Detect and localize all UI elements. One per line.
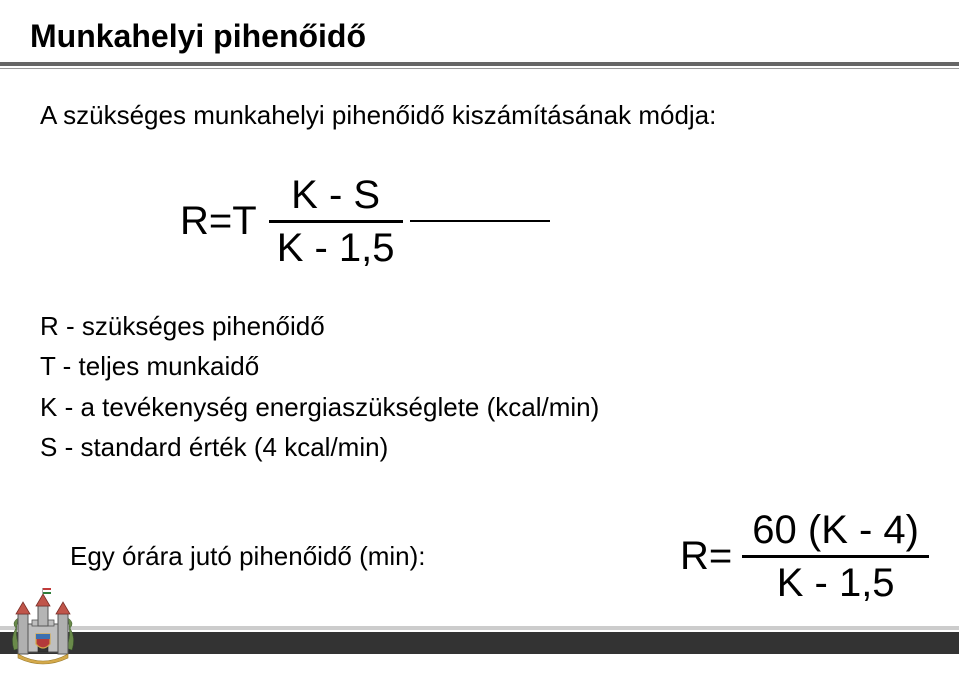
footer-bar (0, 622, 959, 658)
formula-final: R= 60 (K - 4) K - 1,5 (680, 505, 929, 608)
formula-main-fraction: K - S K - 1,5 (269, 170, 403, 273)
page-title: Munkahelyi pihenőidő (30, 18, 366, 55)
definition-item: S - standard érték (4 kcal/min) (40, 427, 599, 467)
fraction-bar-extension (410, 220, 550, 222)
definition-item: R - szükséges pihenőidő (40, 306, 599, 346)
final-label: Egy órára jutó pihenőidő (min): (70, 541, 426, 572)
formula-final-denominator: K - 1,5 (767, 558, 905, 608)
formula-final-left: R= (680, 534, 732, 579)
formula-final-numerator: 60 (K - 4) (742, 505, 929, 555)
definition-item: K - a tevékenység energiaszükséglete (kc… (40, 387, 599, 427)
title-underline (0, 62, 959, 74)
definition-item: T - teljes munkaidő (40, 346, 599, 386)
formula-main-numerator: K - S (283, 170, 388, 220)
subtitle: A szükséges munkahelyi pihenőidő kiszámí… (40, 100, 716, 131)
formula-final-fraction: 60 (K - 4) K - 1,5 (742, 505, 929, 608)
formula-main-left: R=T (180, 199, 257, 244)
formula-main: R=T K - S K - 1,5 (180, 170, 403, 273)
formula-main-denominator: K - 1,5 (269, 223, 403, 273)
crest-icon (8, 588, 78, 668)
definitions-list: R - szükséges pihenőidő T - teljes munka… (40, 306, 599, 467)
